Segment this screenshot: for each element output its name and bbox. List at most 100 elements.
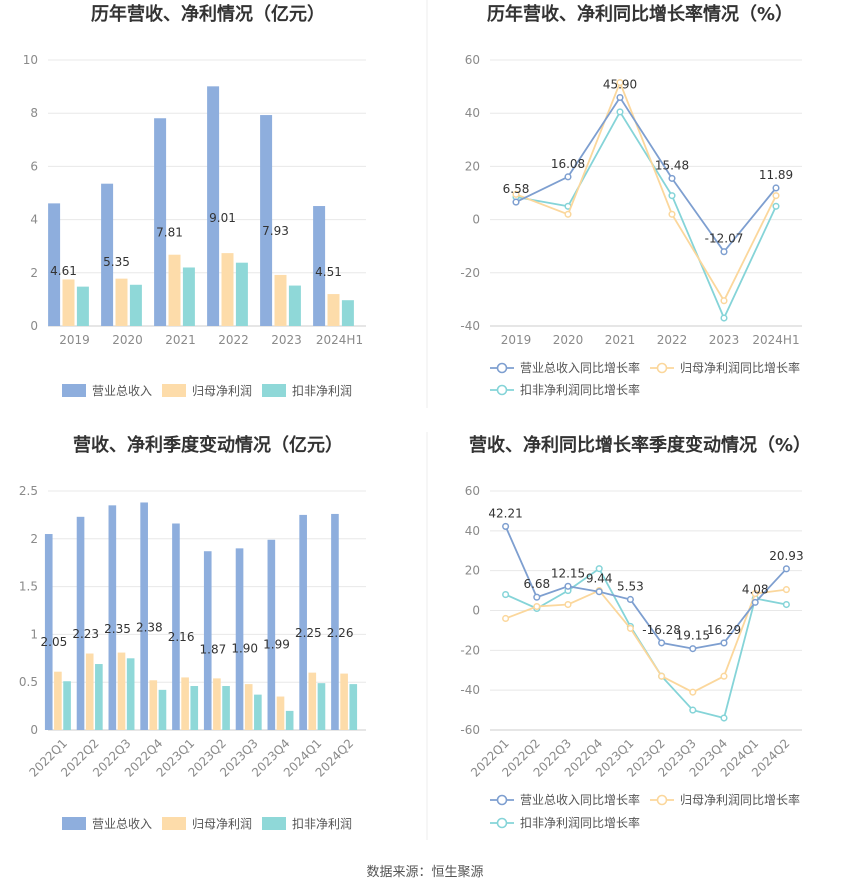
data-point — [772, 192, 780, 200]
data-label: 45.90 — [603, 78, 637, 92]
data-point — [502, 614, 510, 623]
x-tick-label: 2024H1 — [316, 333, 363, 347]
bar — [244, 684, 253, 730]
data-point — [564, 173, 572, 181]
data-point — [512, 198, 520, 206]
data-point — [564, 210, 572, 218]
data-label: 7.93 — [262, 224, 289, 238]
data-source: 数据来源：恒生聚源 — [366, 865, 483, 880]
data-label: -16.28 — [642, 623, 681, 637]
y-tick-label: 1.5 — [19, 580, 38, 594]
data-point — [533, 602, 541, 611]
data-point — [720, 639, 728, 647]
bar — [203, 551, 212, 730]
bar — [154, 118, 167, 326]
bar — [140, 502, 148, 730]
bar — [85, 653, 94, 730]
legend-marker — [656, 794, 668, 806]
bar — [274, 274, 287, 326]
data-point — [782, 586, 790, 594]
y-tick-label: 0.5 — [19, 675, 38, 689]
data-label: -12.07 — [705, 232, 744, 246]
chart-title: 营收、净利季度变动情况（亿元） — [73, 434, 343, 456]
chart-2: 历年营收、净利同比增长率情况（%） -40 -20 0 20 40 60 2019 2020 20… — [460, 3, 802, 397]
data-point — [564, 600, 572, 609]
data-point — [564, 582, 572, 590]
legend-marker — [496, 817, 508, 829]
bar — [117, 652, 126, 730]
bar — [340, 673, 348, 730]
bar — [349, 684, 358, 730]
data-point — [782, 565, 790, 573]
y-tick-label: 0 — [472, 213, 480, 227]
data-label: 1.87 — [200, 643, 227, 657]
legend-swatch — [162, 817, 186, 830]
data-label: 6.58 — [503, 182, 530, 196]
bar — [276, 696, 285, 730]
data-point — [668, 174, 676, 182]
data-label: 4.61 — [50, 264, 77, 278]
bar — [168, 254, 181, 326]
bar — [76, 286, 89, 326]
x-tick-label: 2020 — [112, 333, 143, 347]
data-label: 4.51 — [315, 265, 342, 279]
bar — [222, 686, 230, 730]
y-tick-label: 60 — [465, 53, 480, 67]
data-point — [772, 184, 780, 192]
data-label: 2.26 — [327, 626, 354, 640]
data-point — [782, 600, 790, 609]
data-label: 5.53 — [617, 579, 644, 593]
bar — [101, 183, 114, 326]
data-point — [616, 93, 624, 102]
data-point — [720, 297, 728, 305]
y-tick-label: 60 — [465, 484, 480, 498]
x-tick-label: 2020 — [553, 333, 584, 347]
bar — [213, 678, 221, 730]
bar — [308, 672, 317, 730]
legend-swatch — [62, 384, 86, 397]
data-point — [502, 522, 510, 530]
data-point — [720, 314, 728, 322]
y-tick-label: 4 — [30, 213, 38, 227]
chart-1: 历年营收、净利情况（亿元） 0 2 4 6 8 10 2019 2020 2021 2022 2023… — [23, 3, 366, 398]
data-label: 15.48 — [655, 158, 689, 172]
bar — [115, 278, 128, 326]
bar — [313, 206, 326, 326]
legend-label: 归母净利润同比增长率 — [680, 360, 800, 375]
data-point — [502, 591, 510, 599]
data-point — [595, 588, 603, 596]
data-label: 1.90 — [231, 641, 258, 655]
legend-marker — [656, 362, 668, 374]
data-point — [689, 645, 697, 653]
bar — [95, 664, 103, 730]
chart-4: 营收、净利同比增长率季度变动情况（%）-60-40-2002040602022Q… — [460, 434, 811, 830]
data-point — [512, 190, 520, 198]
data-point — [658, 639, 666, 647]
y-tick-label: 10 — [23, 53, 38, 67]
legend-swatch — [162, 384, 186, 397]
data-point — [751, 598, 759, 606]
data-point — [533, 593, 541, 601]
bar — [44, 534, 53, 730]
x-tick-label: 2019 — [59, 333, 90, 347]
legend-label: 营业总收入同比增长率 — [520, 792, 640, 807]
data-label: 9.01 — [209, 211, 236, 225]
legend-swatch — [262, 817, 286, 830]
legend-swatch — [262, 384, 286, 397]
data-label: 2.38 — [136, 621, 163, 635]
chart-title: 营收、净利同比增长率季度变动情况（%） — [469, 434, 811, 456]
series-line — [515, 95, 777, 254]
data-label: 5.35 — [103, 255, 130, 269]
data-label: 9.44 — [586, 572, 613, 586]
data-label: 16.29 — [707, 623, 741, 637]
legend-label: 扣非净利润 — [292, 384, 352, 398]
data-label: 20.93 — [769, 549, 803, 563]
bar — [129, 284, 142, 326]
y-tick-label: 20 — [465, 159, 480, 173]
data-label: 2.35 — [104, 622, 131, 636]
bar — [267, 539, 276, 730]
data-label: 7.81 — [156, 226, 183, 240]
y-tick-label: 2.5 — [19, 484, 38, 498]
y-tick-label: 40 — [465, 106, 480, 120]
